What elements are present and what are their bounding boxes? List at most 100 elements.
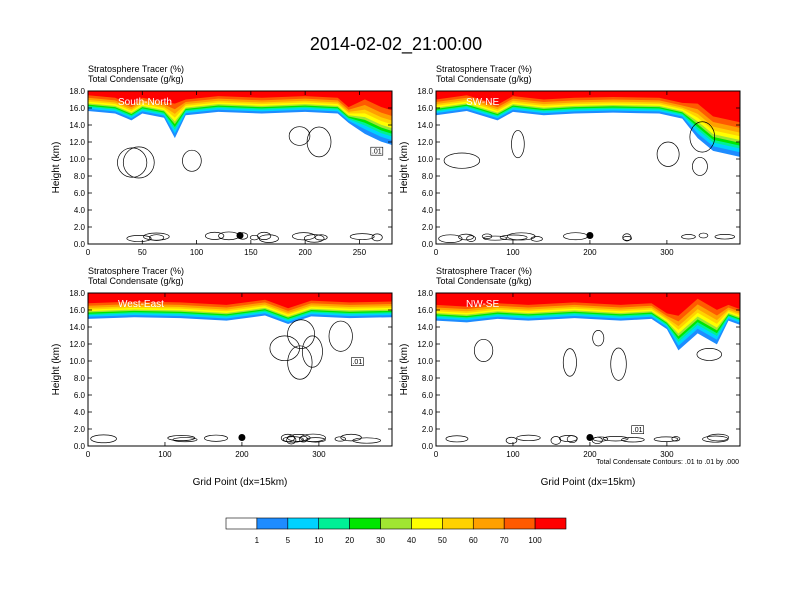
y-tick-label: 10.0	[69, 357, 85, 366]
colorbar-swatch	[287, 517, 320, 530]
condensate-contour	[334, 436, 346, 442]
x-tick-label: 250	[353, 248, 367, 257]
panels: .01 0.0 2.0 4.0 6.0 8.0 10.0 12.0 14.0 16.0 18.0 0 5…	[51, 64, 741, 488]
y-axis-label: Height (km)	[399, 344, 410, 396]
y-tick-label: 8.0	[422, 374, 434, 383]
y-tick-label: 4.0	[74, 206, 86, 215]
colorbar-swatch	[380, 517, 412, 530]
x-tick-label: 100	[158, 450, 172, 459]
x-tick-label: 100	[506, 450, 520, 459]
x-axis-label: Grid Point (dx=15km)	[541, 477, 636, 488]
condensate-contour	[287, 345, 313, 380]
condensate-contour	[592, 329, 605, 347]
panel-name: NW-SE	[466, 299, 499, 310]
y-tick-label: 18.0	[69, 289, 85, 298]
condensate-contour	[182, 149, 202, 172]
x-tick-label: 200	[235, 450, 249, 459]
condensate-contour	[438, 234, 463, 243]
y-tick-label: 0.0	[74, 240, 86, 249]
condensate-contour	[622, 236, 632, 241]
condensate-contour	[516, 434, 541, 442]
colorbar-swatch	[349, 517, 381, 530]
condensate-contour	[681, 234, 696, 240]
contour-label: .01	[633, 427, 643, 434]
contour-label: .01	[372, 149, 382, 156]
condensate-contour	[340, 433, 362, 442]
y-tick-label: 4.0	[422, 206, 434, 215]
condensate-contour	[349, 233, 375, 240]
y-tick-label: 12.0	[417, 340, 433, 349]
condensate-contour	[562, 348, 577, 377]
contour-label-box	[351, 357, 364, 367]
y-tick-label: 18.0	[417, 289, 433, 298]
plot-frame	[435, 90, 741, 245]
y-tick-label: 14.0	[69, 323, 85, 332]
panel-sw-ne: 0.0 2.0 4.0 6.0 8.0 10.0 12.0 14.0 16.0 18.0 0 100 2…	[399, 64, 741, 257]
y-tick-label: 6.0	[422, 391, 434, 400]
panel-name: South-North	[118, 97, 172, 108]
plot-frame	[87, 292, 393, 447]
y-tick-label: 16.0	[69, 306, 85, 315]
colorbar-label: 50	[438, 536, 447, 545]
x-tick-label: 0	[434, 450, 439, 459]
panel-west-east: .01 0.0 2.0 4.0 6.0 8.0 10.0 12.0 14.0 16.0 18.0 0 1…	[51, 266, 393, 488]
colorbar-label: 20	[345, 536, 354, 545]
condensate-contour	[559, 435, 578, 442]
y-axis-label: Height (km)	[399, 142, 410, 194]
colorbar-label: 100	[528, 536, 542, 545]
condensate-contour	[305, 437, 326, 443]
x-tick-label: 0	[434, 248, 439, 257]
condensate-contour	[473, 338, 494, 362]
location-dot	[586, 434, 594, 441]
condensate-contour	[300, 433, 326, 442]
condensate-contour	[122, 146, 155, 179]
x-tick-label: 150	[244, 248, 258, 257]
location-dot	[236, 232, 244, 239]
condensate-contour	[698, 232, 709, 239]
panel-title-line: Total Condensate (g/kg)	[88, 276, 184, 286]
tracer-band-10	[436, 91, 740, 123]
panel-title-line: Stratosphere Tracer (%)	[436, 266, 532, 276]
y-tick-label: 6.0	[74, 189, 86, 198]
condensate-contour	[117, 147, 148, 178]
y-tick-label: 6.0	[74, 391, 86, 400]
plot-area: .01	[88, 91, 392, 243]
y-tick-label: 0.0	[422, 240, 434, 249]
contour-label-box	[631, 425, 644, 435]
x-tick-label: 300	[660, 450, 674, 459]
y-tick-label: 8.0	[74, 374, 86, 383]
condensate-contour	[298, 435, 308, 443]
y-tick-label: 0.0	[74, 442, 86, 451]
y-tick-label: 8.0	[74, 172, 86, 181]
contour-label: .01	[352, 359, 362, 366]
condensate-contour	[204, 434, 228, 442]
condensate-contour	[301, 335, 323, 368]
tracer-band-10	[88, 293, 392, 309]
condensate-contour	[653, 436, 679, 442]
condensate-contour	[443, 152, 481, 169]
y-tick-label: 2.0	[74, 425, 86, 434]
condensate-contour	[696, 348, 723, 361]
colorbar-swatch	[534, 517, 567, 530]
colorbar-swatch	[318, 517, 350, 530]
condensate-contour	[287, 319, 316, 349]
x-axis-label: Grid Point (dx=15km)	[193, 477, 288, 488]
colorbar: 1 5 10 20 30 40 50 60 70 100	[225, 517, 567, 545]
plot-area: .01	[436, 293, 740, 445]
y-tick-label: 0.0	[422, 442, 434, 451]
colorbar-swatch	[411, 517, 443, 530]
y-tick-label: 12.0	[69, 138, 85, 147]
condensate-contour	[602, 435, 629, 442]
x-tick-label: 300	[660, 248, 674, 257]
x-tick-label: 100	[190, 248, 204, 257]
colorbar-swatch	[442, 517, 474, 530]
condensate-contour	[282, 436, 304, 443]
tracer-band-10	[436, 293, 740, 316]
x-tick-label: 0	[86, 450, 91, 459]
condensate-contour	[458, 233, 474, 241]
plot-frame	[87, 90, 393, 245]
panel-title-line: Stratosphere Tracer (%)	[88, 266, 184, 276]
y-tick-label: 4.0	[422, 408, 434, 417]
x-tick-label: 0	[86, 248, 91, 257]
y-tick-label: 10.0	[69, 155, 85, 164]
